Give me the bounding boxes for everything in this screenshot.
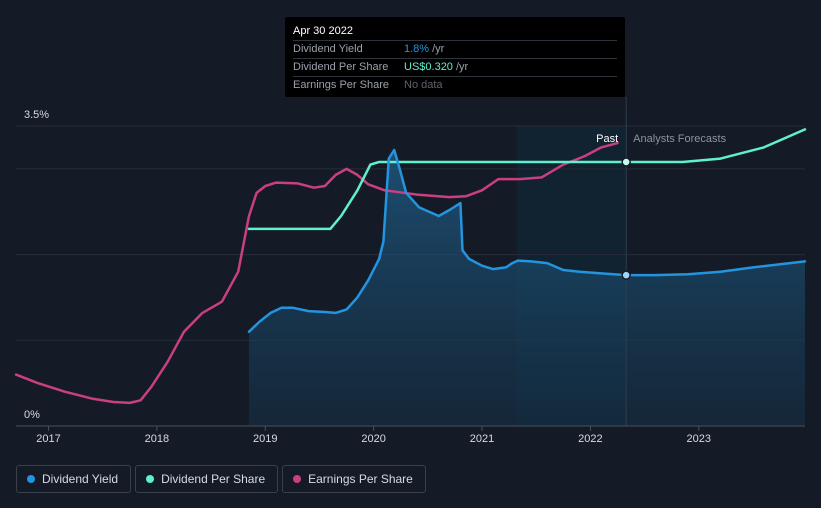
x-axis-ticks: 2017 2018 2019 2020 2021 2022 2023 [36,426,711,445]
tooltip-row-dividend-per-share: Dividend Per Share US$0.320 /yr [293,58,617,76]
y-axis-max-label: 3.5% [24,109,49,121]
legend-item-earnings-per-share[interactable]: Earnings Per Share [282,465,426,493]
tooltip-dividend-yield-value: 1.8% [404,43,430,55]
legend-label: Dividend Per Share [161,472,266,486]
legend-item-dividend-per-share[interactable]: Dividend Per Share [135,465,279,493]
cursor-markers [621,157,631,280]
forecast-label: Analysts Forecasts [633,133,726,145]
series-lines [14,128,807,405]
x-tick-label: 2021 [470,433,494,445]
x-tick-label: 2018 [145,433,169,445]
x-tick-label: 2019 [253,433,277,445]
tooltip-unit: /yr [432,43,445,55]
dividend-yield-line [247,148,807,333]
tooltip-row-label: Dividend Yield [293,43,363,55]
legend-dot-icon [146,475,155,483]
legend-item-dividend-yield[interactable]: Dividend Yield [16,465,132,493]
legend-dot-icon [27,475,35,483]
dividend-per-share-marker [621,157,631,167]
tooltip-row-label: Earnings Per Share [293,79,389,91]
x-tick-label: 2023 [687,433,711,445]
past-label: Past [596,133,618,145]
x-tick-label: 2020 [361,433,385,445]
tooltip-row-earnings-per-share: Earnings Per Share No data [293,76,617,94]
tooltip-row-dividend-yield: Dividend Yield 1.8% /yr [293,40,617,58]
x-tick-label: 2017 [36,433,60,445]
tooltip: Apr 30 2022 Dividend Yield 1.8% /yr Divi… [285,17,625,97]
dividend-per-share-line [247,128,807,231]
earnings-per-share-line [14,141,619,405]
tooltip-unit: /yr [455,61,469,73]
legend: Dividend Yield Dividend Per Share Earnin… [16,465,426,493]
tooltip-earnings-per-share-value: No data [404,79,443,91]
dividend-yield-area [249,150,805,426]
legend-dot-icon [293,475,302,483]
x-tick-label: 2022 [578,433,602,445]
dividend-yield-marker [621,270,631,280]
legend-label: Dividend Yield [42,472,119,486]
legend-label: Earnings Per Share [308,472,413,486]
tooltip-row-label: Dividend Per Share [293,61,389,73]
y-axis-min-label: 0% [24,409,40,421]
tooltip-dividend-per-share-value: US$0.320 [404,61,453,73]
tooltip-date: Apr 30 2022 [293,25,353,37]
